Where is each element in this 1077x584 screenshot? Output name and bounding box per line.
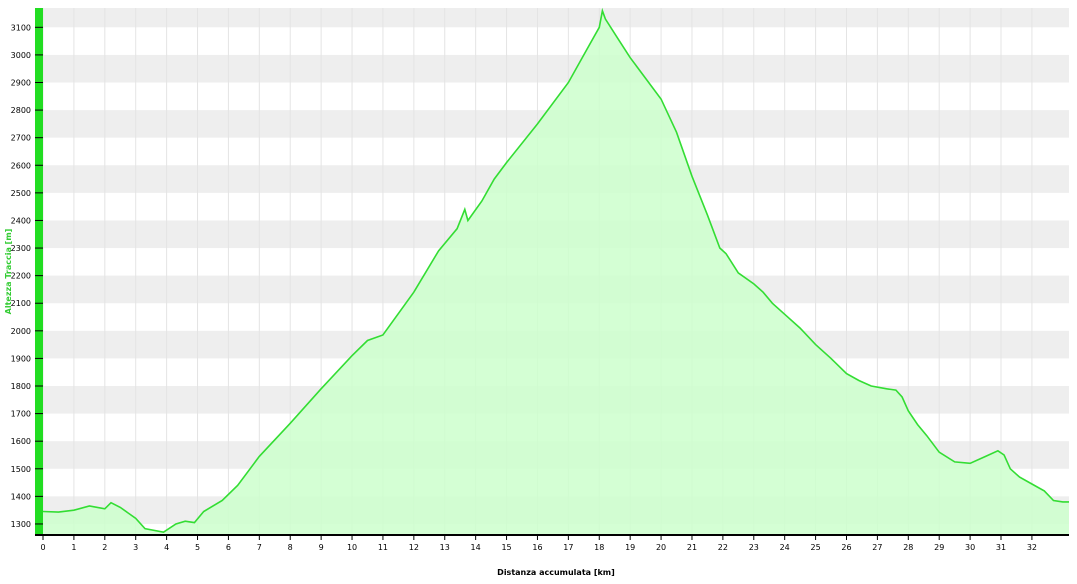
y-tick-label: 2700 [11, 134, 31, 143]
y-tick-label: 1700 [11, 410, 31, 419]
x-tick-label: 21 [687, 543, 697, 552]
elevation-area [43, 10, 1069, 536]
x-tick-label: 25 [810, 543, 820, 552]
x-tick-label: 23 [749, 543, 759, 552]
x-tick-label: 13 [440, 543, 450, 552]
x-tick-label: 10 [347, 543, 357, 552]
y-tick-label: 2300 [11, 244, 31, 253]
y-tick-label: 1300 [11, 520, 31, 529]
elevation-line [42, 7, 1069, 534]
x-tick-label: 14 [471, 543, 481, 552]
x-tick-label: 0 [40, 543, 45, 552]
y-tick-label: 2400 [11, 216, 31, 225]
y-tick-label: 1600 [11, 437, 31, 446]
x-tick-label: 18 [594, 543, 604, 552]
y-tick-label: 2900 [11, 78, 31, 87]
x-tick-label: 32 [1027, 543, 1037, 552]
y-axis-title: Altezza Traccia [m] [4, 229, 13, 315]
x-tick-label: 20 [656, 543, 666, 552]
y-tick-label: 3000 [11, 51, 31, 60]
grid-band [43, 54, 1069, 83]
x-tick-label: 31 [996, 543, 1006, 552]
x-tick-label: 2 [102, 543, 107, 552]
x-tick-label: 15 [501, 543, 511, 552]
x-axis-title: Distanza accumulata [km] [497, 568, 615, 577]
x-tick-label: 12 [409, 543, 419, 552]
y-tick-label: 2100 [11, 299, 31, 308]
x-tick-label: 4 [164, 543, 169, 552]
y-tick-label: 2600 [11, 161, 31, 170]
x-tick-label: 26 [841, 543, 851, 552]
y-tick-label: 2500 [11, 189, 31, 198]
x-tick-label: 5 [195, 543, 200, 552]
y-tick-label: 2800 [11, 106, 31, 115]
x-tick-label: 7 [257, 543, 262, 552]
x-tick-label: 22 [718, 543, 728, 552]
x-tick-label: 16 [532, 543, 542, 552]
y-tick-label: 1800 [11, 382, 31, 391]
x-tick-label: 8 [288, 543, 293, 552]
x-tick-label: 27 [872, 543, 882, 552]
x-tick-label: 28 [903, 543, 913, 552]
x-tick-label: 19 [625, 543, 635, 552]
y-tick-label: 2000 [11, 327, 31, 336]
x-tick-label: 17 [563, 543, 573, 552]
x-axis-ticks: 0 1 2 3 4 5 6 7 8 9 10 11 12 13 14 15 16 17 18 19 20 21 22 23 24… [40, 535, 1037, 552]
y-axis-ticks: 1300 1400 1500 1600 1700 1800 1900 2000 2100 2200… [11, 23, 43, 529]
y-tick-label: 1900 [11, 354, 31, 363]
y-tick-label: 2200 [11, 272, 31, 281]
x-tick-label: 3 [133, 543, 138, 552]
grid-band [43, 8, 1069, 28]
y-tick-label: 3100 [11, 23, 31, 32]
x-tick-label: 24 [780, 543, 790, 552]
x-tick-label: 30 [965, 543, 975, 552]
x-tick-label: 29 [934, 543, 944, 552]
x-tick-label: 11 [378, 543, 388, 552]
x-tick-label: 1 [71, 543, 76, 552]
x-tick-label: 9 [319, 543, 324, 552]
y-axis-accent-bar [35, 8, 43, 535]
y-tick-label: 1400 [11, 492, 31, 501]
y-tick-label: 1500 [11, 465, 31, 474]
x-tick-label: 6 [226, 543, 231, 552]
